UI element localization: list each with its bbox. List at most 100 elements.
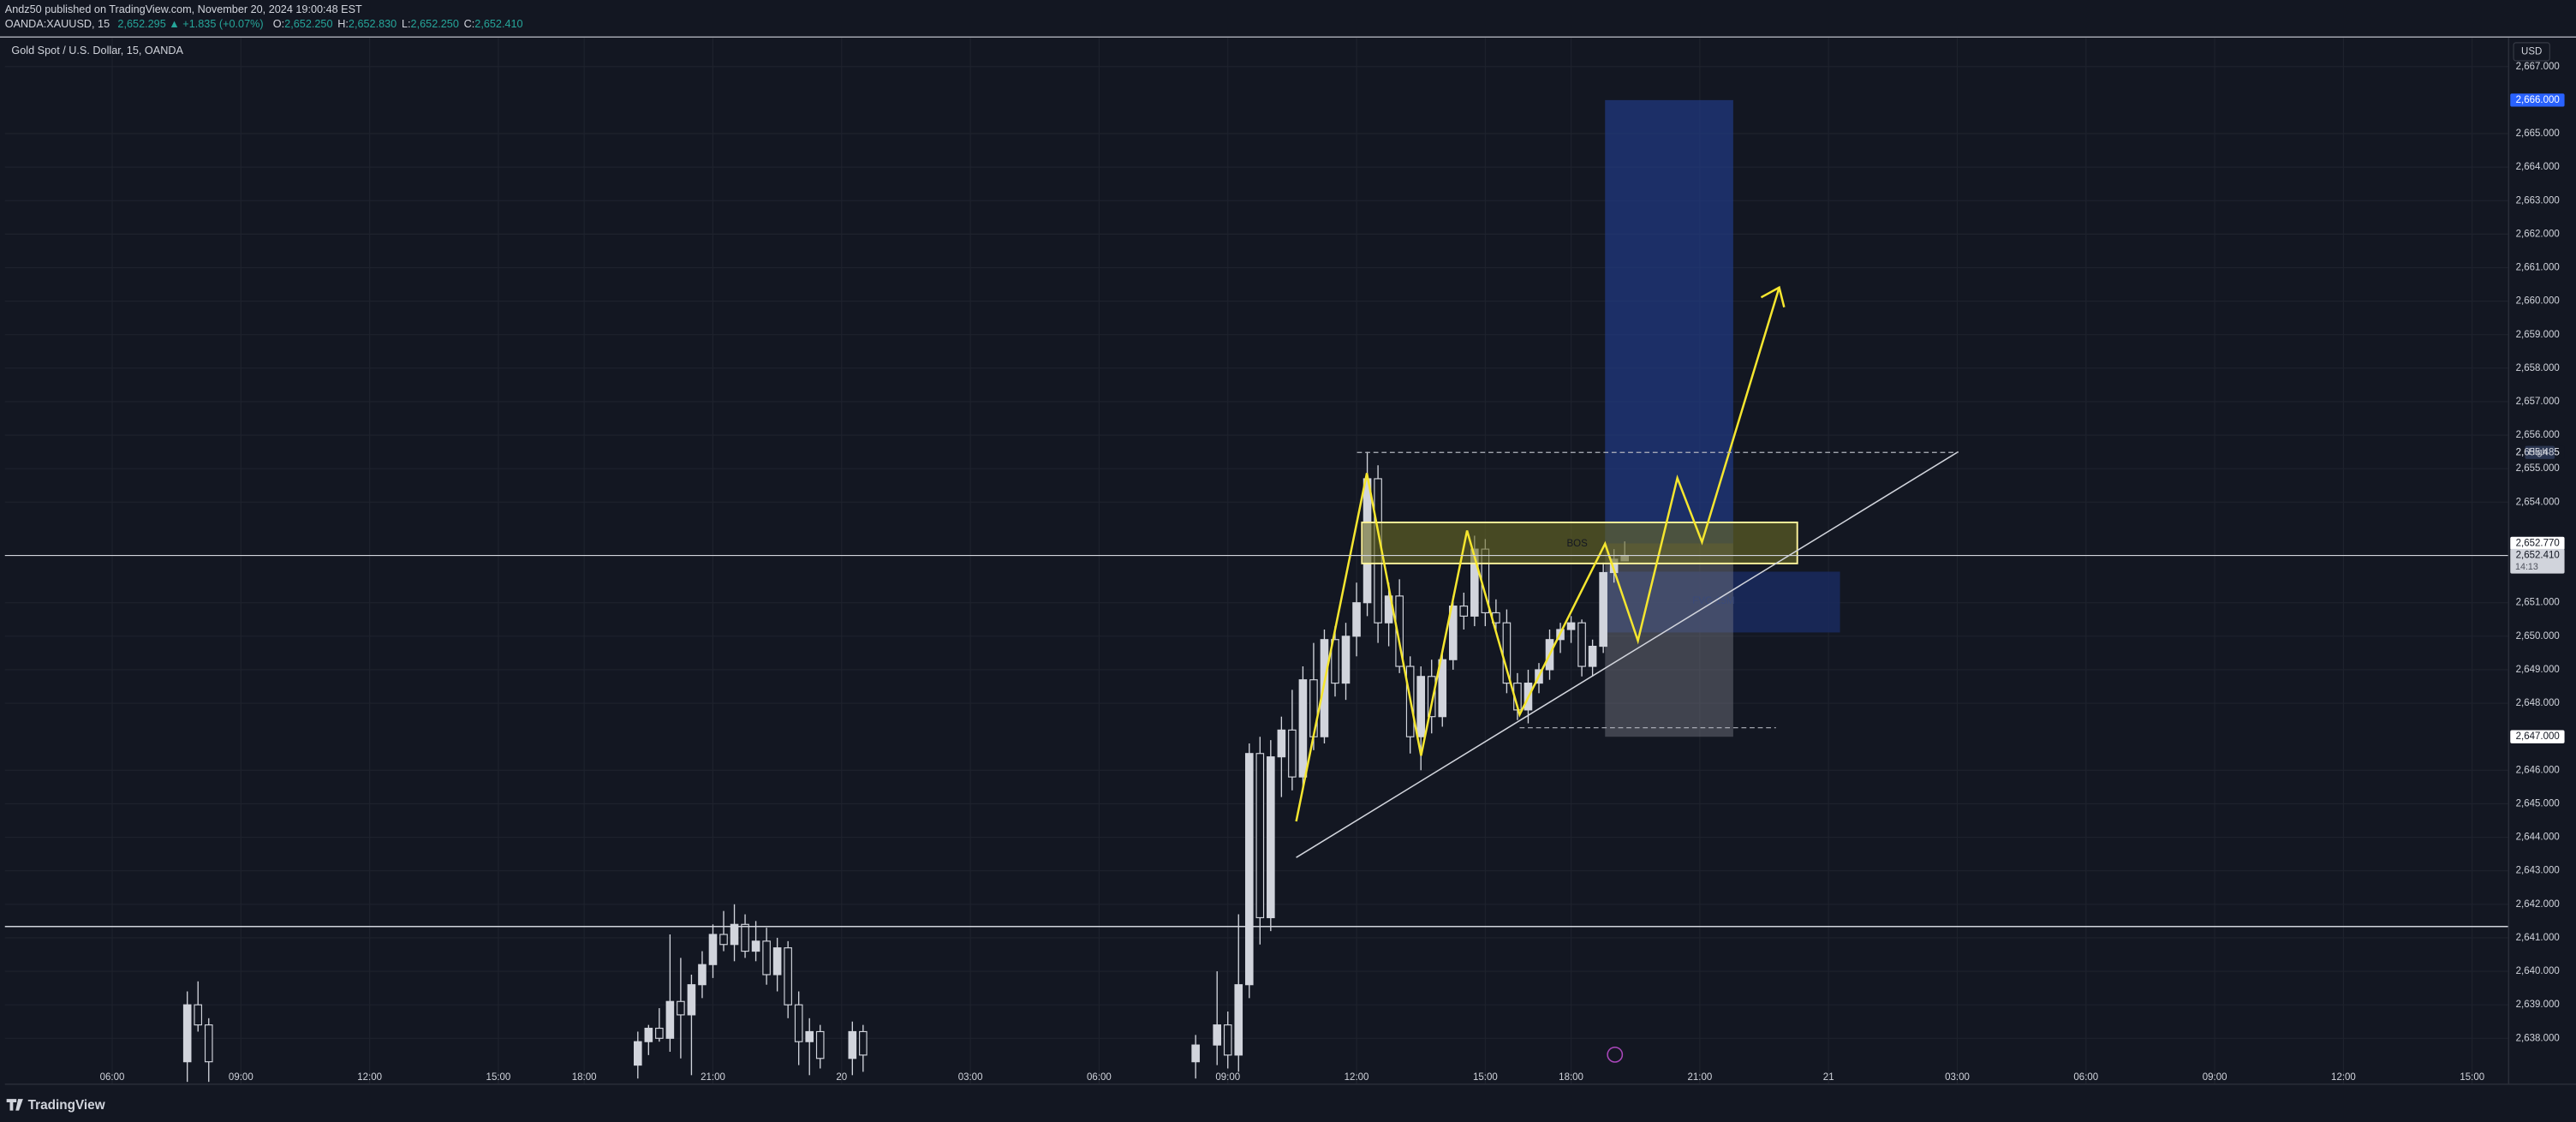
candle-body — [1502, 622, 1512, 684]
y-tick-label: 2,646.000 — [2516, 765, 2560, 775]
target-zone — [1605, 99, 1733, 544]
candle-body — [204, 1024, 213, 1063]
x-tick-label: 06:00 — [2073, 1072, 2098, 1083]
y-tick-label: 2,665.000 — [2516, 128, 2560, 139]
quote: 2,652.295 ▲ +1.835 (+0.07%) — [117, 18, 263, 30]
candle-body — [677, 1000, 685, 1016]
candle-body — [1416, 676, 1425, 737]
x-tick-label: 15:00 — [2460, 1072, 2484, 1083]
candle-body — [784, 947, 792, 1006]
candle-body — [687, 984, 696, 1016]
y-tick-label: 2,654.000 — [2516, 497, 2560, 507]
candle-body — [1331, 639, 1339, 684]
candle-body — [1577, 622, 1586, 667]
candle-body — [762, 940, 771, 976]
currency: USD — [2521, 46, 2542, 57]
candle-body — [741, 923, 749, 952]
candle-body — [1459, 606, 1469, 617]
x-tick-label: 12:00 — [1345, 1072, 1369, 1083]
brand: TradingView — [6, 1098, 105, 1113]
y-tick-label: 2,663.000 — [2516, 195, 2560, 206]
candle-body — [1448, 606, 1458, 660]
x-tick-label: 20 — [836, 1072, 847, 1083]
y-tick-label: 2,649.000 — [2516, 665, 2560, 675]
candle-body — [1566, 622, 1576, 630]
x-tick-label: 12:00 — [2331, 1072, 2356, 1083]
publisher: Andz50 published on TradingView.com, Nov… — [5, 3, 362, 15]
candle-body — [1352, 602, 1361, 637]
candle-body — [698, 964, 707, 986]
y-tick-label: 2,667.000 — [2516, 62, 2560, 72]
x-tick-label: 21:00 — [1687, 1072, 1712, 1083]
candle-body — [848, 1030, 857, 1059]
candle-body — [1255, 753, 1265, 919]
y-tick-label: 2,644.000 — [2516, 833, 2560, 843]
y-tick-label: 2,648.000 — [2516, 698, 2560, 708]
candle-body — [1298, 679, 1308, 778]
drawings-below — [1605, 571, 1840, 633]
projection-path — [1295, 287, 1780, 822]
axes: USD 06:00 09:00 12:00 15:00 18:00 21:00 20 03:0… — [0, 36, 2576, 1085]
stop-zone — [1605, 543, 1733, 737]
candle-body — [1395, 595, 1404, 667]
candle-body — [772, 947, 782, 976]
candle-body — [719, 934, 728, 946]
candle-body — [665, 1000, 675, 1039]
y-tick-label: 2,642.000 — [2516, 899, 2560, 910]
candle-body — [805, 1030, 814, 1042]
candle-body — [1234, 984, 1243, 1056]
candle-body — [1427, 676, 1436, 718]
ohlc-value: 2,652.830 — [349, 18, 397, 30]
y-tick-label: 2,661.000 — [2516, 263, 2560, 273]
x-tick-label: 21:00 — [701, 1072, 725, 1083]
y-tick-label: 2,640.000 — [2516, 966, 2560, 976]
x-tick-label: 18:00 — [1559, 1072, 1583, 1083]
x-tick-label: 18:00 — [572, 1072, 597, 1083]
price-label: 2,647.000 — [2516, 731, 2560, 742]
y-tick-label: 2,643.000 — [2516, 866, 2560, 876]
candle-body — [794, 1004, 803, 1042]
x-tick-label: 03:00 — [1945, 1072, 1970, 1083]
candle-body — [1288, 729, 1297, 778]
candle-body — [859, 1030, 868, 1056]
fvg-zone — [1605, 571, 1840, 633]
x-tick-label: 06:00 — [1087, 1072, 1112, 1083]
symbol: OANDA:XAUUSD, 15 — [5, 18, 110, 30]
price-label: 2,666.000 — [2516, 95, 2560, 105]
brand-name: TradingView — [28, 1098, 105, 1113]
candle-body — [1277, 729, 1286, 758]
price-label: 2,652.770 — [2516, 538, 2560, 548]
candle-body — [1438, 659, 1447, 718]
high-tag: High — [2528, 447, 2547, 457]
ohlc-key: O: — [273, 18, 284, 30]
price-label: 2,652.410 — [2516, 551, 2560, 561]
y-tick-label: 2,651.000 — [2516, 598, 2560, 608]
y-tick-label: 2,658.000 — [2516, 363, 2560, 373]
candle-body — [194, 1004, 203, 1026]
bos-zone — [1361, 521, 1798, 564]
candle-body — [1588, 645, 1597, 667]
ohlc-value: 2,652.250 — [284, 18, 332, 30]
chart-title: Gold Spot / U.S. Dollar, 15, OANDA — [11, 45, 183, 57]
y-tick-label: 2,664.000 — [2516, 162, 2560, 172]
candle-body — [1191, 1044, 1200, 1063]
quote-line: OANDA:XAUUSD, 15 2,652.295 ▲ +1.835 (+0.… — [5, 18, 523, 30]
projection-arrowhead — [1760, 285, 1786, 307]
y-tick-label: 2,662.000 — [2516, 229, 2560, 239]
x-tick-label: 06:00 — [100, 1072, 125, 1083]
y-tick-label: 2,641.000 — [2516, 933, 2560, 943]
countdown: 14:13 — [2515, 562, 2538, 572]
price-label-box — [2510, 730, 2565, 743]
ohlc-key: L: — [402, 18, 411, 30]
candle-body — [815, 1030, 825, 1059]
y-tick-label: 2,659.000 — [2516, 330, 2560, 340]
candle-body — [1213, 1024, 1222, 1046]
candle-body — [1223, 1024, 1232, 1056]
x-tick-label: 15:00 — [1473, 1072, 1498, 1083]
y-tick-label: 2,660.000 — [2516, 296, 2560, 307]
candle-body — [1320, 639, 1329, 737]
event-icon — [1607, 1046, 1624, 1063]
